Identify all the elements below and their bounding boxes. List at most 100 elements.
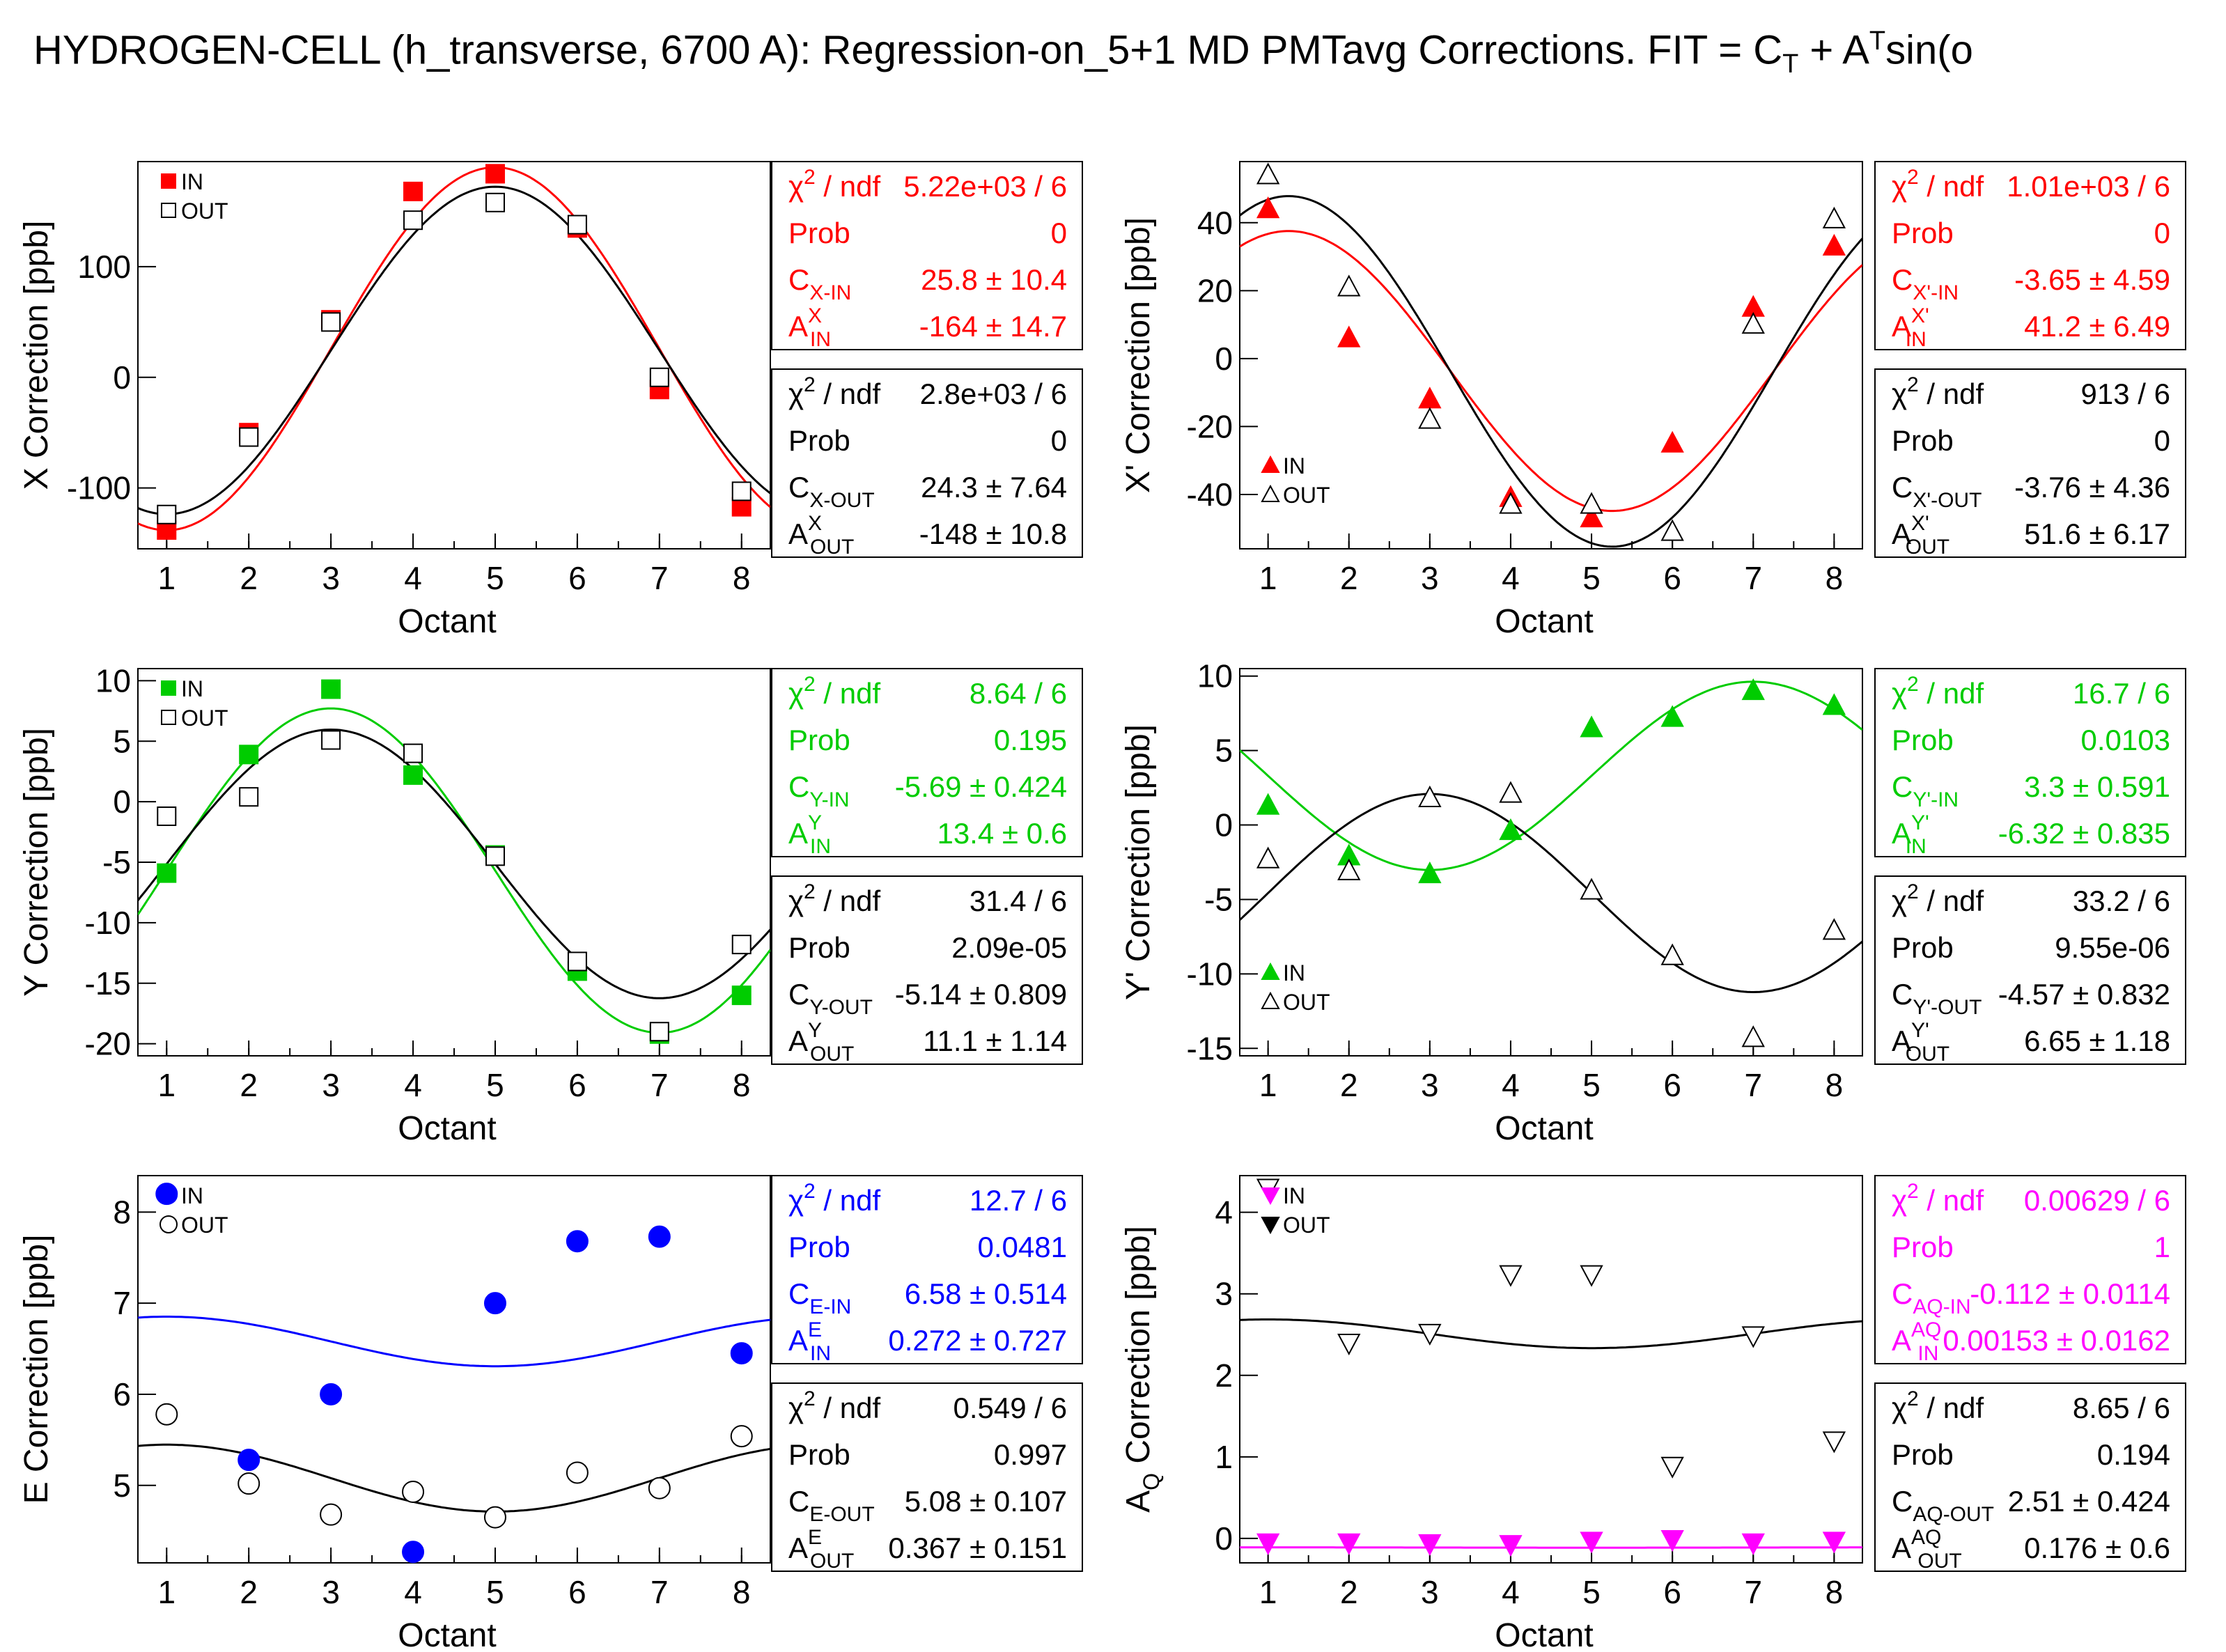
title-lead: HYDROGEN-CELL (h_transverse, 6700 A): Re… [33, 27, 1783, 73]
data-point-in [1822, 1532, 1846, 1554]
data-point-in [730, 1342, 753, 1365]
data-point-in [1741, 678, 1765, 701]
x-tick-label: 1 [1259, 1574, 1277, 1610]
stat-box-frame [1874, 875, 2186, 1065]
stat-value: 0.0481 [978, 1231, 1067, 1263]
data-point-out [1741, 1326, 1765, 1348]
legend-label: OUT [181, 1213, 228, 1238]
x-tick-label: 5 [1582, 1574, 1601, 1610]
x-tick-label: 7 [1744, 1574, 1762, 1610]
stat-value: 2.51 ± 0.424 [2008, 1485, 2170, 1518]
x-axis-label: Octant [398, 1617, 496, 1652]
data-point-in [1337, 1533, 1361, 1555]
data-point-out [730, 1425, 753, 1448]
x-tick-label: 6 [1663, 1067, 1681, 1103]
y-tick-label: 100 [77, 249, 131, 285]
stat-label: χ2 / ndf [1892, 1180, 1984, 1217]
stat-box-frame [771, 875, 1083, 1065]
y-tick-label: -10 [85, 905, 131, 941]
x-tick-label: 4 [1502, 560, 1520, 596]
stat-value: -0.112 ± 0.0114 [1970, 1277, 2170, 1310]
stat-label: Prob [1892, 217, 1954, 249]
y-tick-label: -100 [67, 470, 131, 506]
y-tick-label: 0 [113, 359, 131, 396]
data-point-in [1660, 705, 1684, 727]
stat-box-in: χ2 / ndf 12.7 / 6 Prob 0.0481 CE-IN 6.58 ± 0.… [771, 1175, 1083, 1365]
stat-value: 33.2 / 6 [2073, 885, 2170, 917]
data-point-out [1660, 943, 1684, 965]
stat-value: 24.3 ± 7.64 [921, 471, 1067, 504]
plot-frame [137, 161, 771, 550]
y-tick-label: 5 [1215, 733, 1233, 769]
x-tick-label: 1 [157, 560, 176, 596]
stat-value: -6.32 ± 0.835 [1998, 817, 2170, 850]
data-point-out [1660, 1456, 1684, 1479]
fit-curve-in [138, 707, 770, 1034]
legend-label: OUT [181, 706, 228, 731]
data-point-out [155, 1403, 178, 1426]
x-tick-label: 7 [1744, 560, 1762, 596]
stat-value: 0.195 [994, 724, 1067, 756]
y-axis-label: X Correction [ppb] [18, 221, 55, 490]
y-tick-label: 0 [113, 784, 131, 820]
stat-label: CY'-IN [1892, 770, 1959, 811]
data-point-in [1256, 196, 1280, 219]
legend-label: IN [1283, 1183, 1305, 1208]
stat-value: 16.7 / 6 [2073, 677, 2170, 710]
stat-box-out: χ2 / ndf 31.4 / 6 Prob 2.09e-05 CY-OUT -5.14 … [771, 875, 1083, 1066]
y-tick-label: 5 [113, 1467, 131, 1504]
data-point-out [1580, 492, 1603, 514]
x-axis-label: Octant [1495, 1110, 1593, 1147]
stat-box-frame [771, 161, 1083, 350]
data-point-out [485, 192, 505, 212]
y-tick-label: 0 [1215, 341, 1233, 377]
legend-label: OUT [1283, 1213, 1330, 1238]
data-point-in [648, 1225, 671, 1248]
title-tail: sin(o [1885, 27, 1973, 73]
x-axis-label: Octant [1495, 1617, 1593, 1652]
data-point-in [1580, 505, 1603, 528]
y-tick-label: 10 [1197, 658, 1233, 694]
stat-box-in: χ2 / ndf 16.7 / 6 Prob 0.0103 CY'-IN 3.3 ± 0.… [1874, 668, 2186, 858]
y-axis-label: Y' Correction [ppb] [1120, 724, 1157, 1000]
stat-box-frame [1874, 161, 2186, 350]
legend-marker [159, 1186, 178, 1204]
stat-label: AY OUT [788, 1019, 854, 1066]
stat-box-frame [771, 668, 1083, 857]
x-tick-label: 2 [240, 1574, 258, 1610]
title-sup-t: T [1869, 26, 1886, 56]
data-point-out [1418, 407, 1442, 429]
x-tick-label: 2 [1340, 1574, 1358, 1610]
x-tick-label: 6 [568, 1574, 586, 1610]
fit-curve-out [138, 728, 770, 999]
stat-box-out: χ2 / ndf 0.549 / 6 Prob 0.997 CE-OUT 5.08 ± 0… [771, 1382, 1083, 1573]
stat-value: 3.3 ± 0.591 [2024, 770, 2170, 803]
data-point-in [157, 863, 177, 883]
stat-box-out: χ2 / ndf 2.8e+03 / 6 Prob 0 CX-OUT 24.3 ± 7.6… [771, 368, 1083, 559]
data-point-out [1660, 519, 1684, 541]
fit-curve-out [138, 1443, 770, 1513]
stat-value: 12.7 / 6 [970, 1184, 1067, 1217]
stat-label: AE OUT [788, 1526, 854, 1573]
x-tick-label: 2 [240, 560, 258, 596]
title-mid: + A [1798, 27, 1869, 73]
data-point-in [402, 1541, 425, 1564]
data-point-out [483, 1506, 506, 1529]
plot-frame [1239, 161, 1863, 550]
x-tick-label: 3 [1421, 1574, 1439, 1610]
stat-value: 0.367 ± 0.151 [888, 1532, 1067, 1564]
data-point-out [1499, 492, 1523, 514]
y-tick-label: -15 [85, 965, 131, 1002]
chart-y: 1 2 3 4 5 6 7 8 -20 -15 -10 -5 0 5 10 Octant Y Correctio… [18, 662, 1083, 1147]
data-point-out [1499, 1265, 1523, 1287]
data-point-out [1337, 1333, 1361, 1356]
stat-label: χ2 / ndf [1892, 880, 1984, 917]
stat-label: CY'-OUT [1892, 978, 1982, 1019]
y-tick-label: 3 [1215, 1276, 1233, 1312]
stat-value: 0 [1051, 424, 1067, 457]
y-tick-label: -20 [1187, 408, 1233, 444]
fit-curve-out [1240, 195, 1862, 548]
data-point-out [1337, 858, 1361, 880]
data-point-out [321, 312, 341, 332]
